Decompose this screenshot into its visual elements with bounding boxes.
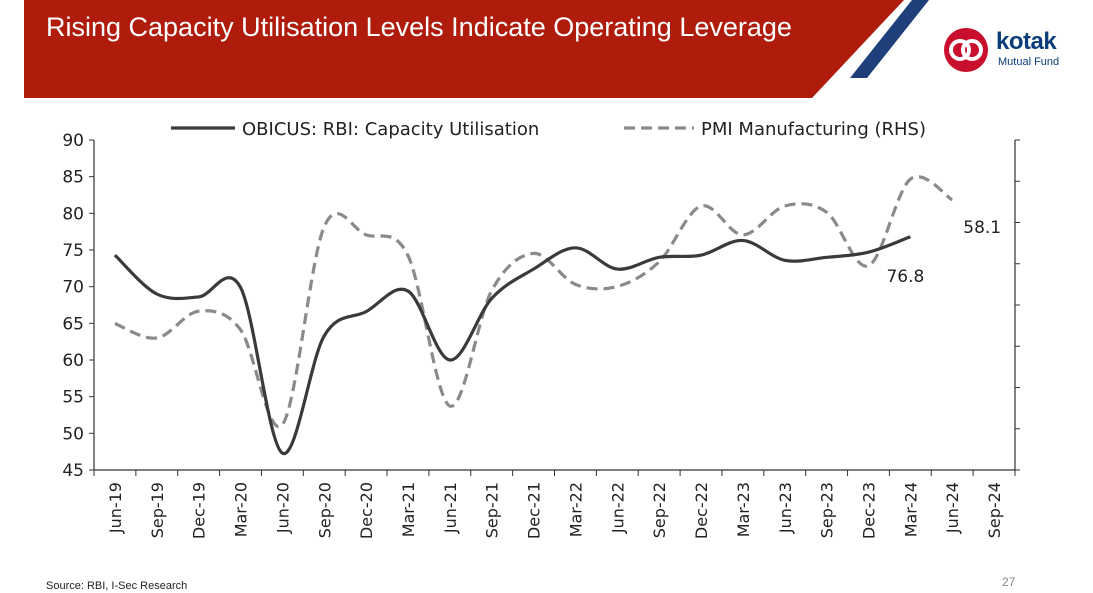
x-tick-label: Mar-22 (566, 482, 585, 537)
x-tick-label: Jun-20 (273, 482, 292, 534)
x-tick-label: Dec-22 (692, 482, 711, 539)
left-tick-label: 90 (62, 131, 84, 151)
x-tick-label: Sep-23 (818, 482, 837, 538)
x-tick-label: Jun-19 (106, 482, 125, 534)
left-tick-label: 75 (62, 241, 84, 261)
x-tick-label: Sep-24 (985, 482, 1004, 538)
x-tick-label: Mar-24 (901, 482, 920, 537)
x-tick-label: Jun-23 (776, 482, 795, 534)
kotak-logo: kotak Mutual Fund (944, 26, 1074, 76)
x-tick-label: Mar-21 (399, 482, 418, 537)
x-tick-label: Sep-21 (483, 482, 502, 538)
source-note: Source: RBI, I-Sec Research (46, 580, 188, 592)
left-tick-label: 60 (62, 351, 84, 371)
left-tick-label: 70 (62, 278, 84, 298)
logo-subtitle: Mutual Fund (998, 56, 1060, 68)
x-tick-label: Sep-22 (650, 482, 669, 538)
data-label-pmi: 58.1 (963, 218, 1001, 238)
header-banner (24, 0, 1093, 98)
x-tick-label: Sep-19 (148, 482, 167, 538)
x-tick-label: Jun-22 (608, 482, 627, 534)
left-tick-label: 45 (62, 461, 84, 481)
data-label-capacity: 76.8 (886, 267, 924, 287)
x-tick-label: Mar-23 (734, 482, 753, 537)
left-tick-label: 65 (62, 314, 84, 334)
left-tick-label: 85 (62, 168, 84, 188)
page-number: 27 (1002, 575, 1016, 589)
left-tick-label: 55 (62, 388, 84, 408)
legend-label-capacity: OBICUS: RBI: Capacity Utilisation (242, 119, 539, 140)
x-tick-label: Jun-24 (943, 482, 962, 534)
x-tick-label: Dec-19 (190, 482, 209, 539)
x-tick-label: Mar-20 (232, 482, 251, 537)
left-tick-label: 50 (62, 424, 84, 444)
x-tick-label: Jun-21 (441, 482, 460, 534)
capacity-pmi-chart: 45505560657075808590454749515355575961Ju… (62, 119, 1020, 539)
capacity-utilisation-line (113, 235, 911, 455)
banner-background (24, 0, 929, 98)
x-tick-label: Dec-21 (525, 482, 544, 539)
pmi-manufacturing-line (114, 175, 954, 429)
x-tick-label: Sep-20 (315, 482, 334, 538)
legend-label-pmi: PMI Manufacturing (RHS) (701, 119, 926, 140)
page-title: Rising Capacity Utilisation Levels Indic… (46, 12, 792, 42)
logo-wordmark: kotak (996, 28, 1057, 55)
kotak-logo-icon (944, 28, 988, 72)
x-tick-label: Dec-20 (357, 482, 376, 539)
left-tick-label: 80 (62, 204, 84, 224)
x-tick-label: Dec-23 (859, 482, 878, 539)
